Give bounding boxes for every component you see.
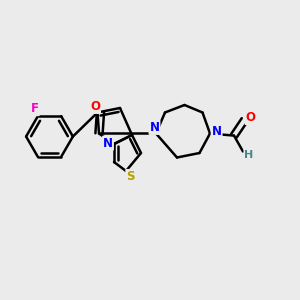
Text: O: O: [90, 100, 100, 113]
Text: N: N: [212, 125, 222, 139]
Text: F: F: [31, 102, 39, 115]
Text: H: H: [244, 149, 253, 160]
Text: S: S: [126, 170, 135, 183]
Text: N: N: [149, 121, 160, 134]
Text: N: N: [103, 136, 113, 150]
Text: O: O: [245, 111, 256, 124]
